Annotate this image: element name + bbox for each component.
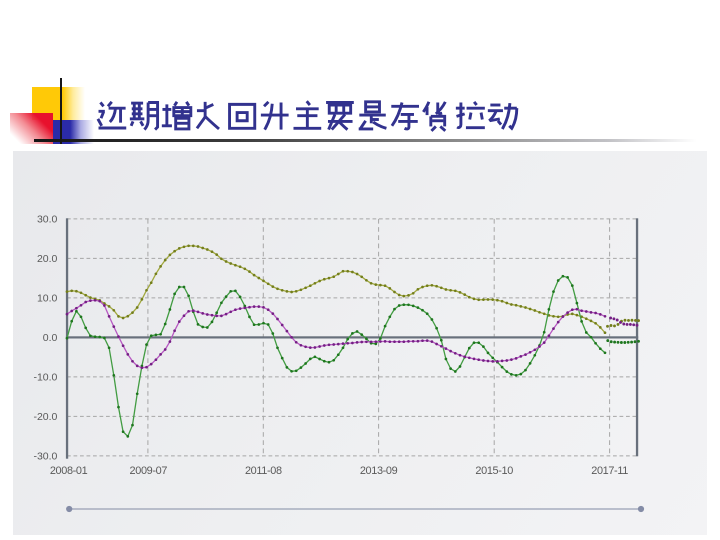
- svg-text:-30.0: -30.0: [33, 450, 57, 462]
- svg-text:-10.0: -10.0: [33, 371, 57, 383]
- svg-text:2011-08: 2011-08: [245, 465, 282, 477]
- svg-text:2017-11: 2017-11: [591, 465, 628, 477]
- svg-text:2013-09: 2013-09: [360, 465, 398, 477]
- svg-text:2015-10: 2015-10: [475, 465, 513, 477]
- svg-text:2008-01: 2008-01: [50, 465, 88, 477]
- svg-text:30.0: 30.0: [37, 213, 58, 225]
- svg-text:2009-07: 2009-07: [130, 465, 168, 477]
- svg-text:10.0: 10.0: [37, 292, 58, 304]
- svg-text:-20.0: -20.0: [33, 411, 57, 423]
- svg-text:20.0: 20.0: [37, 253, 58, 265]
- svg-text:0.0: 0.0: [43, 332, 58, 344]
